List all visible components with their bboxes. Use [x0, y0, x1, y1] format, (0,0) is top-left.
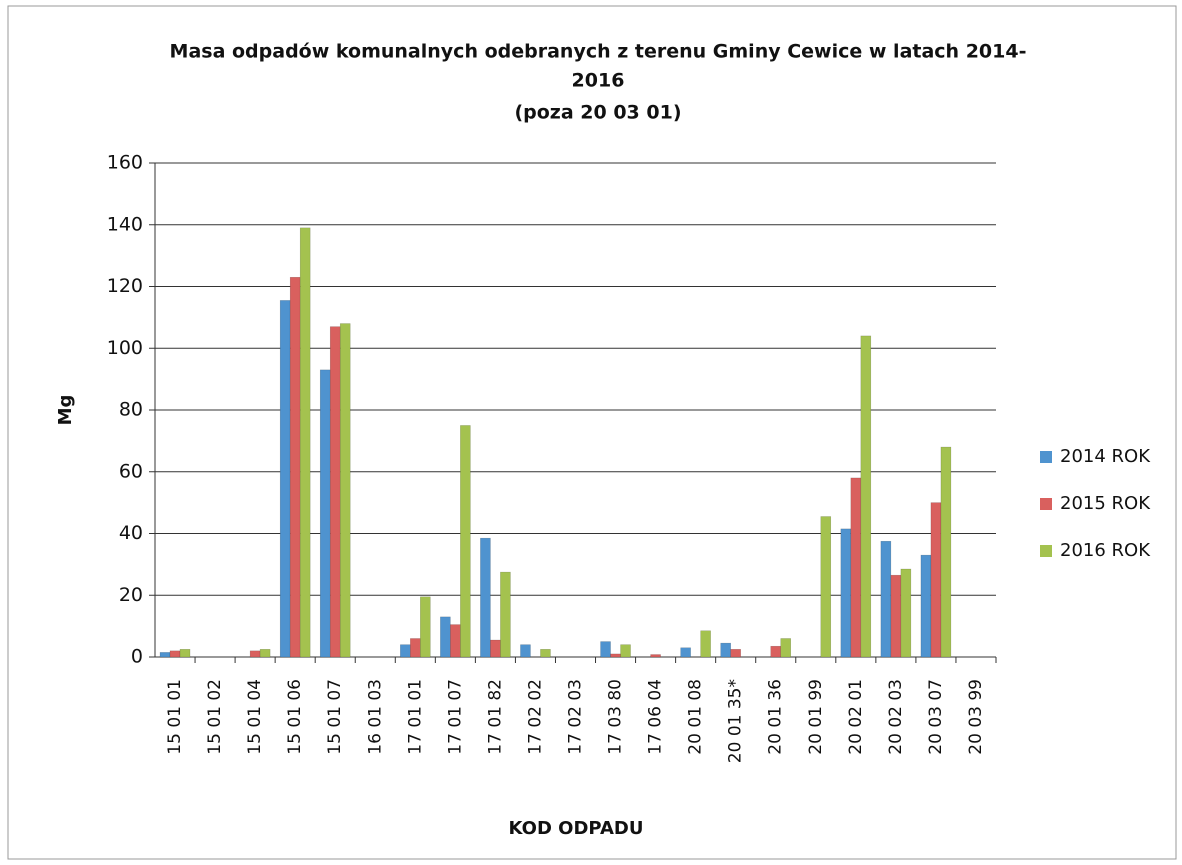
bar	[780, 638, 791, 658]
bar	[500, 571, 511, 658]
legend-label: 2014 ROK	[1060, 446, 1151, 467]
bar	[930, 502, 942, 658]
bar	[450, 624, 461, 658]
bar	[890, 574, 902, 658]
bar	[249, 650, 261, 658]
x-tick-label: 15 01 07	[325, 679, 345, 755]
bar	[850, 477, 862, 658]
y-tick-label: 100	[107, 337, 143, 359]
bar	[410, 638, 421, 658]
y-axis-label: Mg	[55, 395, 76, 426]
bar	[650, 654, 661, 658]
bar	[420, 596, 431, 658]
bar	[540, 649, 551, 658]
bar	[940, 446, 952, 658]
bar	[259, 649, 271, 658]
y-tick-label: 140	[107, 213, 143, 235]
chart-title: Masa odpadów komunalnych odebranych z te…	[170, 41, 1027, 63]
bar	[179, 649, 191, 658]
x-tick-label: 17 03 80	[606, 679, 626, 755]
bar	[900, 568, 912, 658]
legend-swatch	[1040, 545, 1052, 557]
legend-swatch	[1040, 498, 1052, 510]
bar	[490, 639, 501, 658]
y-tick-label: 160	[107, 152, 143, 174]
x-tick-label: 17 02 02	[525, 679, 545, 755]
y-tick-label: 0	[131, 646, 143, 668]
bar	[770, 645, 781, 658]
bar	[700, 630, 711, 658]
x-tick-label: 17 02 03	[566, 679, 586, 755]
x-tick-label: 15 01 04	[245, 679, 265, 755]
bar	[880, 540, 892, 658]
bar	[480, 537, 491, 658]
bar	[620, 644, 631, 658]
x-tick-label: 15 01 06	[285, 679, 305, 755]
frame	[7, 5, 1177, 860]
y-tick-label: 40	[119, 522, 143, 544]
bar	[440, 616, 451, 658]
x-tick-label: 20 03 99	[966, 679, 986, 755]
chart-title: 2016	[572, 70, 625, 92]
bar	[289, 276, 301, 658]
bar	[610, 653, 621, 658]
legend-swatch	[1040, 451, 1052, 463]
x-tick-label: 20 01 99	[806, 679, 826, 755]
bar	[520, 644, 531, 658]
bar	[860, 335, 872, 658]
x-tick-label: 17 01 01	[405, 679, 425, 755]
bar	[169, 650, 181, 658]
x-axis-label: KOD ODPADU	[509, 818, 644, 839]
x-tick-label: 20 01 35*	[726, 679, 746, 763]
bar	[730, 649, 741, 658]
x-tick-label: 20 02 01	[846, 679, 866, 755]
bar	[920, 554, 932, 658]
x-tick-label: 17 01 82	[485, 679, 505, 755]
y-tick-label: 80	[119, 399, 143, 421]
chart-title: (poza 20 03 01)	[514, 102, 681, 124]
x-tick-label: 15 01 02	[205, 679, 225, 755]
bar	[600, 641, 611, 658]
bar	[339, 323, 351, 658]
legend-label: 2015 ROK	[1060, 493, 1151, 514]
bar	[720, 642, 731, 658]
bar	[400, 644, 411, 658]
x-tick-label: 20 01 08	[686, 679, 706, 755]
x-tick-label: 16 01 03	[365, 679, 385, 755]
bar	[329, 326, 341, 658]
bar	[279, 300, 291, 658]
y-tick-label: 60	[119, 460, 143, 482]
bar	[680, 647, 691, 658]
legend-label: 2016 ROK	[1060, 540, 1151, 561]
x-tick-label: 20 01 36	[766, 679, 786, 755]
bar	[820, 516, 832, 658]
x-tick-label: 17 01 07	[445, 679, 465, 755]
x-tick-label: 17 06 04	[646, 679, 666, 755]
x-tick-label: 20 02 03	[886, 679, 906, 755]
bar	[299, 227, 311, 658]
x-tick-label: 20 03 07	[926, 679, 946, 755]
bar	[840, 528, 852, 658]
bar	[319, 369, 331, 658]
y-tick-label: 120	[107, 275, 143, 297]
bar	[159, 652, 171, 658]
bar	[460, 425, 471, 658]
y-tick-label: 20	[119, 584, 143, 606]
x-tick-label: 15 01 01	[165, 679, 185, 755]
